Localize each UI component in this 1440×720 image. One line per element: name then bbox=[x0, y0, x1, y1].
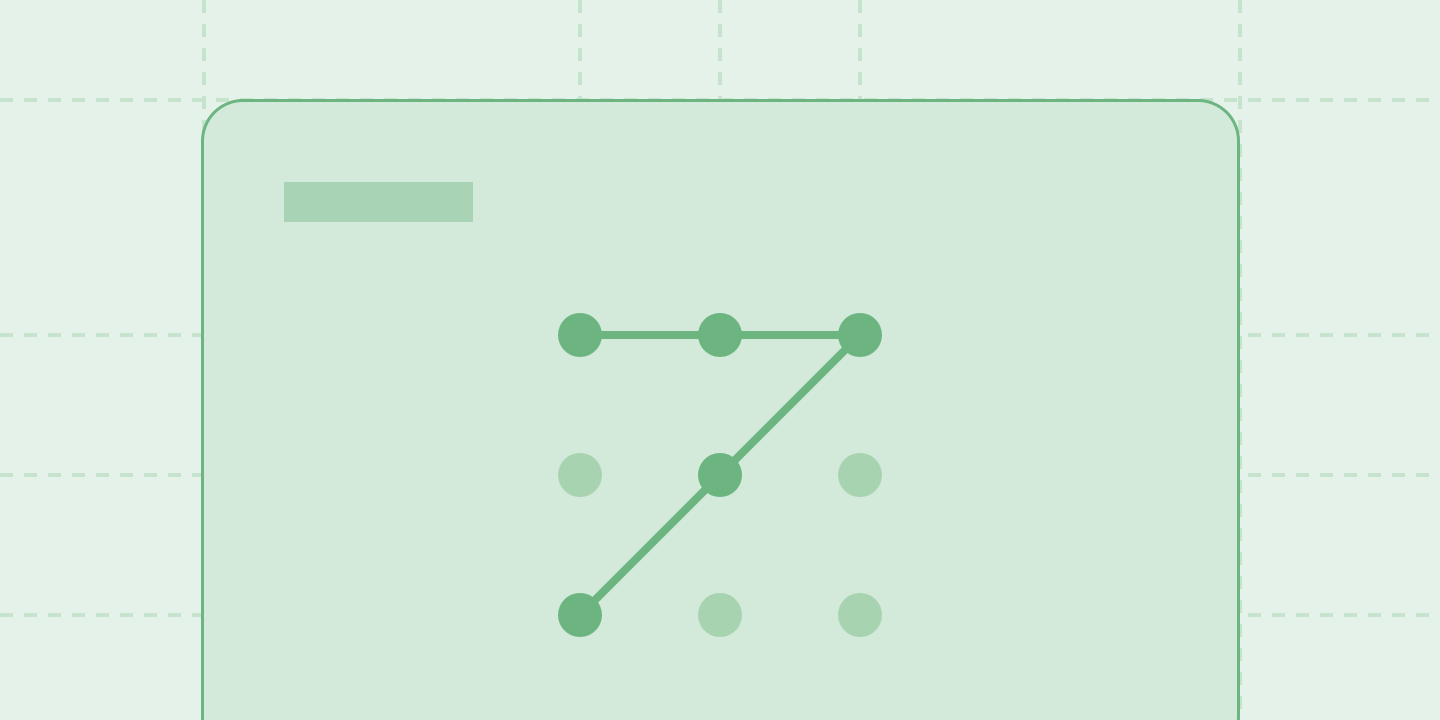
title-placeholder-bar bbox=[284, 182, 473, 222]
pattern-dot-3[interactable] bbox=[838, 313, 882, 357]
pattern-dot-6[interactable] bbox=[838, 453, 882, 497]
pattern-dot-5[interactable] bbox=[698, 453, 742, 497]
pattern-dot-7[interactable] bbox=[558, 593, 602, 637]
pattern-dot-8[interactable] bbox=[698, 593, 742, 637]
pattern-dot-4[interactable] bbox=[558, 453, 602, 497]
pattern-dot-2[interactable] bbox=[698, 313, 742, 357]
pattern-dot-9[interactable] bbox=[838, 593, 882, 637]
pattern-dot-1[interactable] bbox=[558, 313, 602, 357]
